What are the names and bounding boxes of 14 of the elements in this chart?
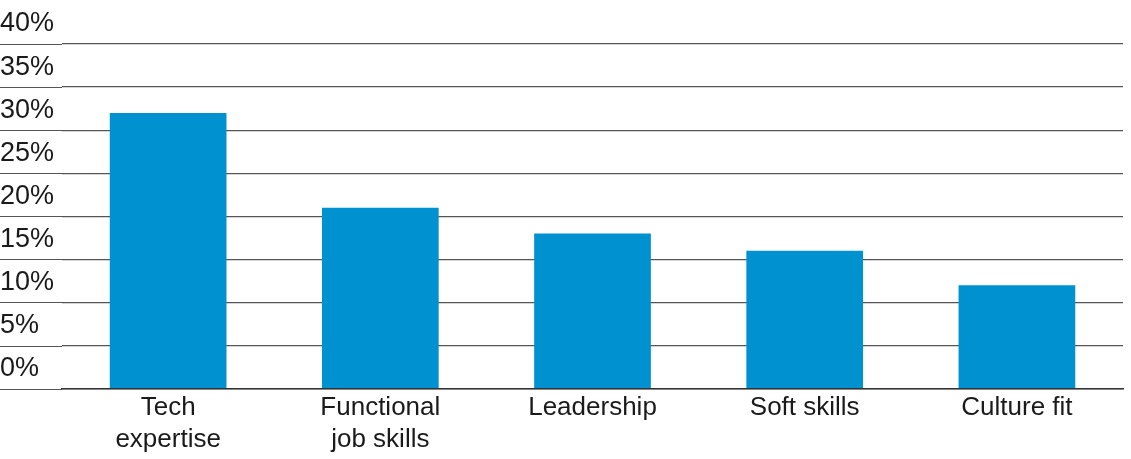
x-tick-label: Soft skills: [749, 391, 860, 422]
x-tick-label: Functional job skills: [320, 391, 441, 453]
x-tick-label: Culture fit: [961, 391, 1074, 422]
x-tick-label: Leadership: [528, 391, 657, 422]
y-tick-label: 40%: [0, 7, 55, 38]
x-tick-label: Tech expertise: [115, 391, 221, 453]
y-tick-label: 5%: [0, 308, 40, 339]
y-tick-label: 25%: [0, 136, 55, 167]
y-tick-label: 15%: [0, 222, 55, 253]
y-tick-label: 30%: [0, 93, 55, 124]
y-tick-label: 20%: [0, 179, 55, 210]
y-tick-label: 35%: [0, 50, 55, 81]
y-tick-label: 10%: [0, 265, 55, 296]
y-tick-label: 0%: [0, 352, 40, 383]
